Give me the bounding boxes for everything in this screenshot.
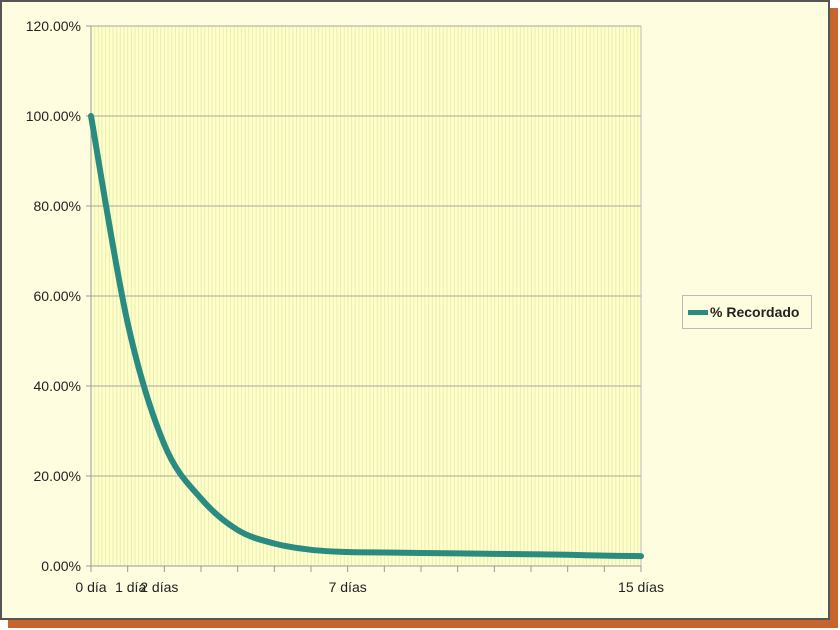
y-tick-label: 20.00% (34, 468, 81, 484)
y-tick-label: 120.00% (26, 18, 81, 34)
legend-label: % Recordado (710, 304, 800, 320)
y-tick-label: 60.00% (34, 288, 81, 304)
x-tick-label: 1 día (115, 579, 146, 595)
legend: % Recordado (682, 295, 812, 329)
y-tick-label: 40.00% (34, 378, 81, 394)
x-tick-label: 7 días (329, 579, 367, 595)
legend-swatch (688, 309, 708, 315)
y-tick-label: 80.00% (34, 198, 81, 214)
x-tick-label: 2 días (140, 579, 178, 595)
y-tick-label: 0.00% (41, 558, 81, 574)
x-tick-label: 15 días (618, 579, 664, 595)
x-tick-label: 0 día (75, 579, 106, 595)
y-tick-label: 100.00% (26, 108, 81, 124)
